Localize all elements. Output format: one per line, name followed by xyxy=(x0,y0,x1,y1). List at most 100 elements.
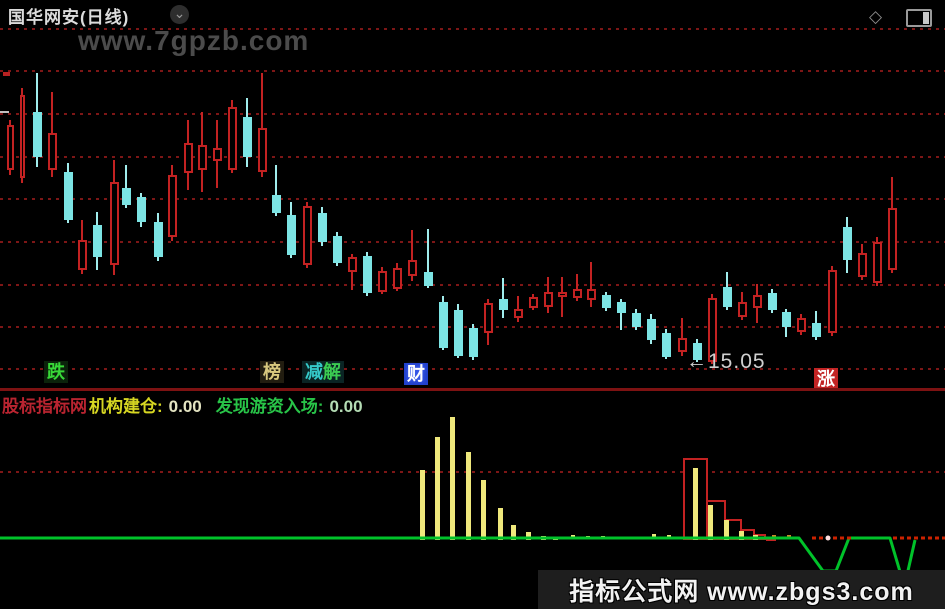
candle-body-up xyxy=(872,242,882,283)
candle-body-down xyxy=(332,236,342,263)
gridline xyxy=(0,471,945,473)
watermark-bottom: 指标公式网 www.zbgs3.com xyxy=(569,577,914,606)
candle-wick xyxy=(261,73,263,177)
candle-body-down xyxy=(271,195,281,213)
gridline xyxy=(0,368,945,370)
candle-body-down xyxy=(692,343,702,360)
candle-body-up xyxy=(6,125,14,170)
indicator-bar-yellow xyxy=(511,525,516,540)
indicator-tick xyxy=(601,536,605,538)
candle-body-down xyxy=(317,213,327,242)
candle-wick xyxy=(411,230,413,281)
candle-wick xyxy=(561,277,563,317)
gridline xyxy=(0,113,945,115)
indicator-tick xyxy=(667,535,671,538)
window-mode-icon[interactable] xyxy=(906,9,932,27)
candle-wick xyxy=(620,299,622,330)
site-label: 股标指标网 xyxy=(2,397,87,416)
candle-body-up xyxy=(557,292,567,297)
candle-body-down xyxy=(136,197,146,222)
indicator-bar-yellow xyxy=(708,505,713,540)
candle-wick xyxy=(502,278,504,318)
indicator-bar-yellow xyxy=(541,536,546,540)
indicator-tick xyxy=(772,535,776,538)
candle-wick xyxy=(275,165,277,216)
candle-body-up xyxy=(887,208,897,270)
candle-body-up xyxy=(77,240,87,270)
candle-body-up xyxy=(827,270,837,333)
candle-body-up xyxy=(483,303,493,333)
indicator-bar-yellow xyxy=(753,535,758,540)
candle-body-up xyxy=(227,107,237,170)
candle-body-down xyxy=(498,299,508,310)
candle-body-down xyxy=(616,302,626,313)
stock-title[interactable]: 国华网安(日线) xyxy=(8,8,130,27)
signal-badge-jianjie: 减解 xyxy=(302,361,344,383)
candle-body-up xyxy=(47,133,57,170)
indicator-tick xyxy=(571,535,575,538)
indicator-tick xyxy=(787,535,791,538)
candle-wick xyxy=(576,274,578,301)
candle-body-down xyxy=(601,295,611,308)
signal-badge-jie: 解 xyxy=(323,362,341,382)
red-dot xyxy=(3,72,10,76)
candle-body-up xyxy=(197,145,207,170)
candle-body-up xyxy=(528,297,538,308)
candle-body-up xyxy=(183,143,193,173)
watermark-top: www.7gpzb.com xyxy=(78,25,310,56)
gridline xyxy=(0,198,945,200)
candle-body-down xyxy=(661,333,671,357)
candle-body-up xyxy=(167,175,177,237)
candle-body-up xyxy=(752,295,762,308)
diamond-icon[interactable]: ◇ xyxy=(869,7,883,26)
candle-body-up xyxy=(513,309,523,318)
candle-body-down xyxy=(63,172,73,220)
gridline xyxy=(0,284,945,286)
indicator2-value: 0.00 xyxy=(329,397,363,416)
window-mode-icon-bar xyxy=(923,12,929,24)
indicator-bar-yellow xyxy=(435,437,440,540)
candle-body-down xyxy=(781,312,791,327)
candle-body-up xyxy=(257,128,267,172)
indicator-bar-yellow xyxy=(553,537,558,540)
indicator-bar-yellow xyxy=(739,531,744,540)
candle-body-up xyxy=(586,289,596,300)
candle-body-up xyxy=(347,257,357,272)
candle-body-down xyxy=(423,272,433,286)
indicator-bar-yellow xyxy=(693,468,698,540)
candle-wick xyxy=(427,229,429,288)
candle-body-up xyxy=(377,271,387,292)
signal-badge-cai: 财 xyxy=(404,363,428,385)
chevron-down-icon[interactable]: ⌄ xyxy=(170,5,189,24)
candle-wick xyxy=(590,262,592,307)
candle-body-down xyxy=(92,225,102,257)
candle-body-down xyxy=(646,319,656,340)
candle-body-down xyxy=(242,117,252,157)
indicator-bar-yellow xyxy=(526,532,531,540)
candle-body-down xyxy=(286,215,296,255)
candle-wick xyxy=(351,254,353,290)
signal-badge-bang: 榜 xyxy=(260,361,284,383)
candle-body-up xyxy=(737,302,747,317)
candle-body-up xyxy=(572,289,582,298)
candle-body-down xyxy=(121,188,131,205)
candle-body-up xyxy=(302,206,312,265)
candle-wick xyxy=(681,318,683,356)
indicator-bar-yellow xyxy=(420,470,425,540)
signal-badge-die: 跌 xyxy=(44,361,68,383)
indicator-bar-yellow xyxy=(481,480,486,540)
indicator-tick xyxy=(586,536,590,538)
candle-body-down xyxy=(362,256,372,293)
candle-body-up xyxy=(796,318,806,332)
signal-badge-zhang: 涨 xyxy=(814,368,838,390)
candle-wick xyxy=(125,165,127,208)
indicator-bar-yellow xyxy=(724,520,729,540)
candle-body-up xyxy=(407,260,417,276)
candle-body-down xyxy=(722,287,732,307)
gridline xyxy=(0,241,945,243)
indicator1-label: 机构建仓: xyxy=(89,397,163,416)
panel-separator xyxy=(0,388,945,391)
candle-body-up xyxy=(543,292,553,307)
